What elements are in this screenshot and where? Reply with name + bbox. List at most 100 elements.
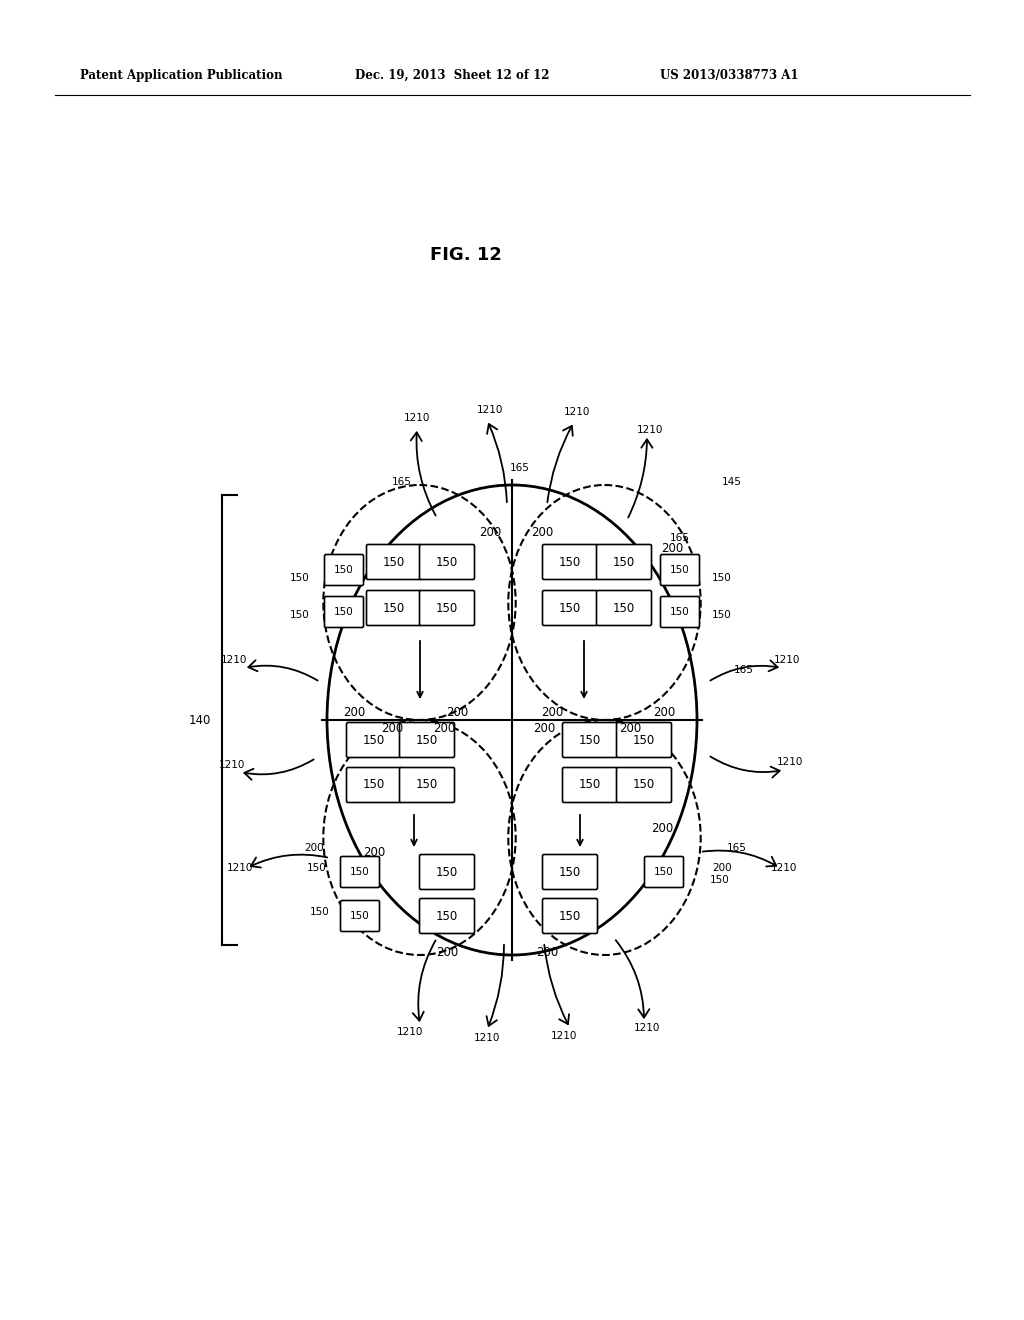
FancyBboxPatch shape — [325, 554, 364, 586]
Text: 150: 150 — [613, 556, 635, 569]
Text: 1210: 1210 — [774, 655, 800, 665]
FancyBboxPatch shape — [597, 544, 651, 579]
Text: 150: 150 — [350, 867, 370, 876]
Text: 1210: 1210 — [564, 407, 590, 417]
Text: 145: 145 — [722, 477, 742, 487]
Text: 200: 200 — [436, 945, 458, 958]
Text: 150: 150 — [654, 867, 674, 876]
Text: 200: 200 — [479, 525, 501, 539]
FancyBboxPatch shape — [367, 544, 422, 579]
FancyBboxPatch shape — [543, 854, 597, 890]
Text: 150: 150 — [310, 907, 330, 917]
Text: 150: 150 — [290, 610, 310, 620]
Text: 200: 200 — [532, 722, 555, 734]
Text: 150: 150 — [362, 779, 385, 792]
Text: 165: 165 — [510, 463, 530, 473]
FancyBboxPatch shape — [644, 857, 683, 887]
Text: 150: 150 — [383, 602, 406, 615]
Text: 150: 150 — [633, 779, 655, 792]
Text: 150: 150 — [436, 866, 458, 879]
FancyBboxPatch shape — [399, 722, 455, 758]
FancyArrowPatch shape — [711, 756, 779, 777]
Text: 150: 150 — [307, 863, 327, 873]
Text: Patent Application Publication: Patent Application Publication — [80, 69, 283, 82]
FancyArrowPatch shape — [711, 660, 777, 681]
FancyArrowPatch shape — [486, 945, 504, 1026]
Text: 200: 200 — [660, 541, 683, 554]
Text: 150: 150 — [350, 911, 370, 921]
FancyArrowPatch shape — [245, 759, 313, 780]
FancyBboxPatch shape — [543, 544, 597, 579]
FancyArrowPatch shape — [413, 940, 435, 1020]
Text: 150: 150 — [416, 734, 438, 747]
FancyBboxPatch shape — [562, 767, 617, 803]
FancyArrowPatch shape — [629, 440, 652, 517]
Text: 200: 200 — [362, 846, 385, 858]
Text: 140: 140 — [188, 714, 211, 726]
Text: 150: 150 — [579, 779, 601, 792]
FancyBboxPatch shape — [341, 857, 380, 887]
Text: 165: 165 — [734, 665, 754, 675]
Text: 200: 200 — [433, 722, 455, 734]
Text: 150: 150 — [670, 607, 690, 616]
FancyArrowPatch shape — [615, 940, 649, 1018]
Text: 200: 200 — [653, 705, 675, 718]
FancyBboxPatch shape — [543, 590, 597, 626]
FancyBboxPatch shape — [420, 899, 474, 933]
Text: 1210: 1210 — [634, 1023, 660, 1034]
Text: 1210: 1210 — [771, 863, 798, 873]
Text: 150: 150 — [579, 734, 601, 747]
Text: US 2013/0338773 A1: US 2013/0338773 A1 — [660, 69, 799, 82]
Text: 200: 200 — [304, 843, 324, 853]
Text: 1210: 1210 — [474, 1034, 500, 1043]
FancyBboxPatch shape — [420, 854, 474, 890]
FancyArrowPatch shape — [548, 426, 572, 502]
Text: 1210: 1210 — [637, 425, 664, 436]
Text: 1210: 1210 — [551, 1031, 578, 1041]
FancyBboxPatch shape — [325, 597, 364, 627]
Text: 150: 150 — [613, 602, 635, 615]
FancyBboxPatch shape — [543, 899, 597, 933]
Text: 165: 165 — [670, 533, 690, 543]
Text: 150: 150 — [436, 602, 458, 615]
Text: 165: 165 — [392, 477, 412, 487]
Text: 200: 200 — [618, 722, 641, 734]
Text: 150: 150 — [290, 573, 310, 583]
Text: 150: 150 — [436, 909, 458, 923]
Text: 1210: 1210 — [403, 413, 430, 422]
Text: 150: 150 — [559, 866, 582, 879]
Text: 200: 200 — [651, 821, 673, 834]
FancyBboxPatch shape — [660, 554, 699, 586]
Text: 1210: 1210 — [477, 405, 503, 414]
Text: 150: 150 — [383, 556, 406, 569]
FancyArrowPatch shape — [411, 433, 435, 516]
Text: 150: 150 — [559, 556, 582, 569]
FancyArrowPatch shape — [702, 850, 776, 866]
FancyArrowPatch shape — [251, 854, 328, 867]
Text: 150: 150 — [559, 602, 582, 615]
Text: 200: 200 — [445, 705, 468, 718]
Text: 1210: 1210 — [777, 756, 803, 767]
Text: 150: 150 — [334, 565, 354, 576]
Text: 150: 150 — [710, 875, 730, 884]
Text: 1210: 1210 — [397, 1027, 423, 1038]
FancyBboxPatch shape — [420, 590, 474, 626]
Text: 200: 200 — [343, 705, 366, 718]
FancyArrowPatch shape — [249, 660, 317, 681]
FancyBboxPatch shape — [346, 722, 401, 758]
FancyArrowPatch shape — [487, 424, 507, 502]
Text: 200: 200 — [536, 945, 558, 958]
Text: 150: 150 — [712, 573, 732, 583]
FancyBboxPatch shape — [341, 900, 380, 932]
Text: 200: 200 — [381, 722, 403, 734]
Text: 150: 150 — [633, 734, 655, 747]
Text: FIG. 12: FIG. 12 — [430, 246, 502, 264]
Text: 150: 150 — [362, 734, 385, 747]
Text: 200: 200 — [530, 525, 553, 539]
FancyBboxPatch shape — [399, 767, 455, 803]
Text: 1210: 1210 — [226, 863, 253, 873]
FancyBboxPatch shape — [367, 590, 422, 626]
Text: 1210: 1210 — [219, 760, 245, 770]
FancyBboxPatch shape — [562, 722, 617, 758]
FancyArrowPatch shape — [545, 945, 569, 1024]
